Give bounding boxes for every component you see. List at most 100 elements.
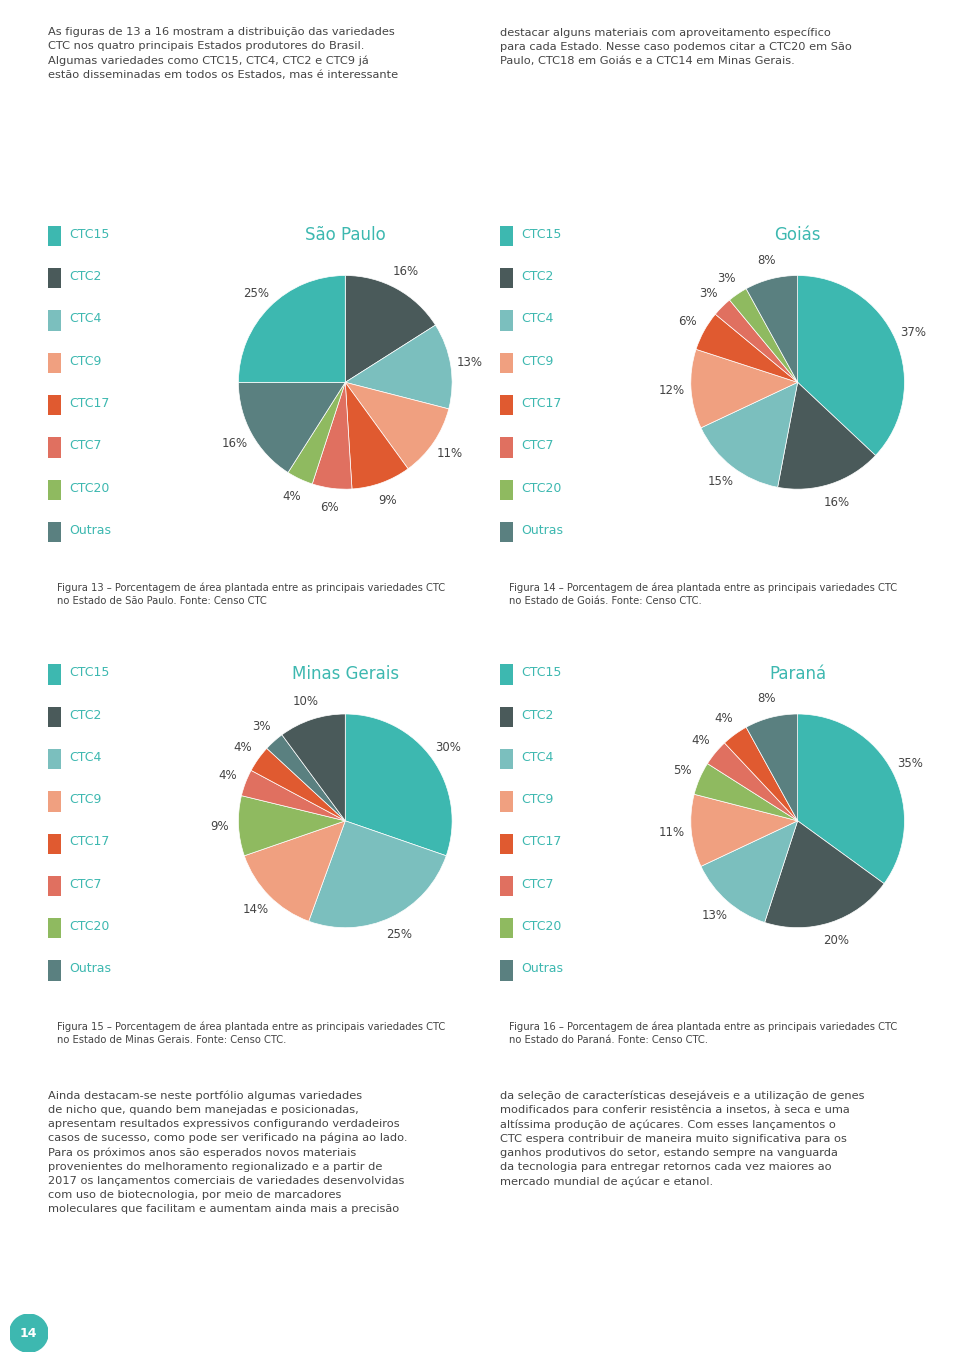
Wedge shape <box>282 713 346 821</box>
FancyBboxPatch shape <box>48 875 61 896</box>
Text: 25%: 25% <box>243 287 269 300</box>
Title: Goiás: Goiás <box>775 227 821 245</box>
Wedge shape <box>694 764 798 821</box>
Text: 20%: 20% <box>824 934 850 947</box>
Text: 9%: 9% <box>378 495 397 507</box>
Text: CTC2: CTC2 <box>69 708 102 722</box>
Text: Outras: Outras <box>521 962 564 976</box>
Text: Figura 14 – Porcentagem de área plantada entre as principais variedades CTC
no E: Figura 14 – Porcentagem de área plantada… <box>509 583 897 606</box>
FancyBboxPatch shape <box>48 480 61 500</box>
Text: CTC9: CTC9 <box>521 794 554 806</box>
Text: 14%: 14% <box>242 902 269 916</box>
Text: CTC2: CTC2 <box>521 708 554 722</box>
Text: 3%: 3% <box>699 287 718 300</box>
Text: As figuras de 13 a 16 mostram a distribuição das variedades
CTC nos quatro princ: As figuras de 13 a 16 mostram a distribu… <box>48 27 398 80</box>
Wedge shape <box>244 821 346 921</box>
FancyBboxPatch shape <box>500 268 514 288</box>
Text: 11%: 11% <box>437 447 463 459</box>
FancyBboxPatch shape <box>48 919 61 938</box>
Wedge shape <box>696 314 798 382</box>
Text: CTC2: CTC2 <box>69 270 102 283</box>
Wedge shape <box>701 821 798 923</box>
Text: 10%: 10% <box>293 694 319 708</box>
FancyBboxPatch shape <box>500 226 514 246</box>
Title: Minas Gerais: Minas Gerais <box>292 665 398 684</box>
Text: 35%: 35% <box>897 757 923 771</box>
FancyBboxPatch shape <box>500 833 514 853</box>
Text: Ainda destacam-se neste portfólio algumas variedades
de nicho que, quando bem ma: Ainda destacam-se neste portfólio alguma… <box>48 1090 407 1214</box>
Wedge shape <box>746 276 798 382</box>
Text: 5%: 5% <box>673 764 691 777</box>
Wedge shape <box>746 713 798 821</box>
Wedge shape <box>708 743 798 821</box>
Text: CTC2: CTC2 <box>521 270 554 283</box>
Text: 16%: 16% <box>393 265 420 279</box>
Text: 37%: 37% <box>900 326 926 338</box>
FancyBboxPatch shape <box>48 833 61 853</box>
Text: CTC9: CTC9 <box>521 355 554 368</box>
Text: CTC17: CTC17 <box>69 397 109 410</box>
Text: CTC20: CTC20 <box>69 920 109 934</box>
Text: Figura 15 – Porcentagem de área plantada entre as principais variedades CTC
no E: Figura 15 – Porcentagem de área plantada… <box>57 1021 444 1045</box>
Text: CTC15: CTC15 <box>69 666 109 680</box>
Wedge shape <box>346 276 436 382</box>
Text: CTC20: CTC20 <box>69 481 109 495</box>
Wedge shape <box>309 821 446 928</box>
Text: CTC9: CTC9 <box>69 355 102 368</box>
FancyBboxPatch shape <box>48 438 61 458</box>
Text: CTC15: CTC15 <box>521 228 562 241</box>
Text: Outras: Outras <box>521 523 564 537</box>
Text: Outras: Outras <box>69 962 111 976</box>
Text: 4%: 4% <box>233 741 252 754</box>
Text: 15%: 15% <box>708 476 733 488</box>
FancyBboxPatch shape <box>500 707 514 727</box>
Text: 16%: 16% <box>824 496 850 508</box>
FancyBboxPatch shape <box>500 961 514 981</box>
FancyBboxPatch shape <box>48 791 61 811</box>
Text: 6%: 6% <box>320 501 339 514</box>
Text: destacar alguns materiais com aproveitamento específico
para cada Estado. Nesse : destacar alguns materiais com aproveitam… <box>500 27 852 65</box>
Text: Outras: Outras <box>69 523 111 537</box>
Wedge shape <box>725 727 798 821</box>
Wedge shape <box>346 382 408 489</box>
Wedge shape <box>764 821 884 928</box>
Text: 13%: 13% <box>457 356 483 370</box>
Text: CTC17: CTC17 <box>69 836 109 848</box>
FancyBboxPatch shape <box>48 707 61 727</box>
Text: 12%: 12% <box>659 383 684 397</box>
Wedge shape <box>267 735 346 821</box>
Title: Paraná: Paraná <box>769 665 827 684</box>
FancyBboxPatch shape <box>48 353 61 372</box>
Text: 9%: 9% <box>210 821 228 833</box>
Text: CTC7: CTC7 <box>521 439 554 453</box>
Circle shape <box>10 1314 48 1352</box>
Text: CTC7: CTC7 <box>69 878 102 890</box>
Wedge shape <box>778 382 876 489</box>
Wedge shape <box>730 288 798 382</box>
Wedge shape <box>346 382 448 469</box>
FancyBboxPatch shape <box>500 919 514 938</box>
FancyBboxPatch shape <box>500 665 514 685</box>
Text: CTC20: CTC20 <box>521 920 562 934</box>
FancyBboxPatch shape <box>48 226 61 246</box>
Wedge shape <box>238 795 346 856</box>
FancyBboxPatch shape <box>500 522 514 542</box>
Wedge shape <box>238 382 346 473</box>
Text: 8%: 8% <box>757 692 776 705</box>
Text: 3%: 3% <box>717 272 736 284</box>
FancyBboxPatch shape <box>48 665 61 685</box>
Text: 6%: 6% <box>678 315 696 328</box>
Text: CTC15: CTC15 <box>521 666 562 680</box>
FancyBboxPatch shape <box>48 961 61 981</box>
Text: CTC17: CTC17 <box>521 836 562 848</box>
Title: São Paulo: São Paulo <box>305 227 386 245</box>
Text: 4%: 4% <box>714 712 732 726</box>
Text: CTC7: CTC7 <box>69 439 102 453</box>
Text: CTC7: CTC7 <box>521 878 554 890</box>
FancyBboxPatch shape <box>48 310 61 330</box>
FancyBboxPatch shape <box>500 353 514 372</box>
Text: 13%: 13% <box>701 909 728 921</box>
Text: CTC4: CTC4 <box>521 752 554 764</box>
Text: 14: 14 <box>20 1326 37 1340</box>
Text: CTC20: CTC20 <box>521 481 562 495</box>
